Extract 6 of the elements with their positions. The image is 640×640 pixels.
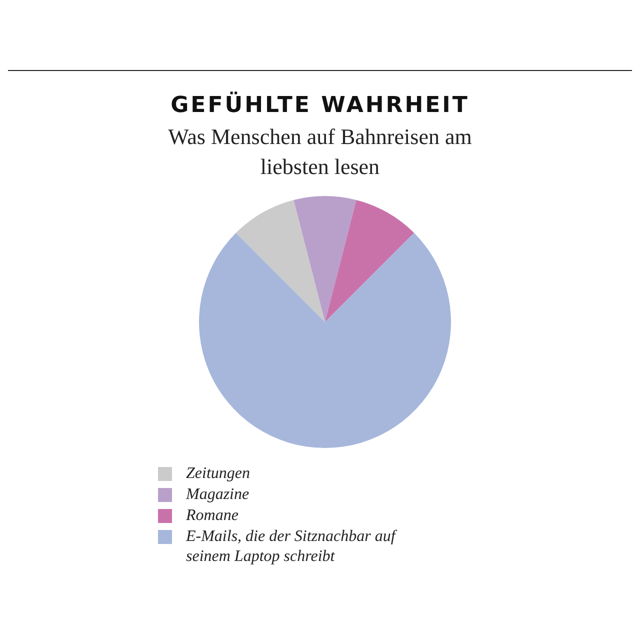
legend-label: Magazine	[186, 485, 250, 505]
legend-label: E-Mails, die der Sitznachbar auf seinem Laptop schreibt	[186, 527, 398, 567]
chart-title: GEFÜHLTE WAHRHEIT	[170, 93, 470, 118]
legend-label: Romane	[186, 506, 240, 526]
chart-subtitle: Was Menschen auf Bahnreisen am liebsten lesen	[167, 123, 473, 181]
legend-label: Zeitungen	[186, 464, 251, 484]
